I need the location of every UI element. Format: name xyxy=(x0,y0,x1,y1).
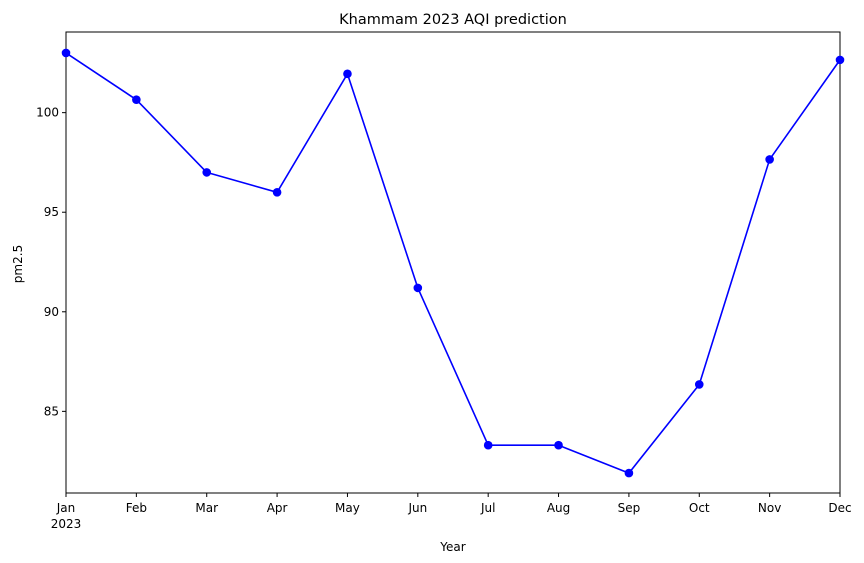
y-axis-ticks: 85 90 95 100 xyxy=(36,106,66,418)
plot-frame xyxy=(65,31,841,494)
data-point xyxy=(132,95,141,105)
x-tick-label: Nov xyxy=(758,501,781,515)
data-point xyxy=(483,440,493,450)
x-tick-label: May xyxy=(335,501,360,515)
data-point xyxy=(554,440,563,450)
series-layer xyxy=(61,48,845,478)
year-label: 2023 xyxy=(51,517,82,531)
x-tick-label: Dec xyxy=(828,501,851,515)
data-point xyxy=(343,69,352,79)
series-line xyxy=(65,52,841,474)
y-tick-label: 95 xyxy=(44,205,59,219)
data-point xyxy=(272,188,282,197)
x-axis-title: Year xyxy=(439,540,465,554)
y-axis-title: pm2.5 xyxy=(11,245,25,283)
x-axis-ticks: Jan Feb Mar Apr May Jun Jul Aug Sep Oct Nov Dec xyxy=(56,493,852,515)
y-tick-label: 90 xyxy=(44,305,59,319)
data-point xyxy=(835,55,845,65)
x-tick-label: Mar xyxy=(195,501,218,515)
x-tick-label: Aug xyxy=(547,501,570,515)
chart-title: Khammam 2023 AQI prediction xyxy=(339,12,567,28)
data-point xyxy=(413,283,423,293)
x-tick-label: Jan xyxy=(56,501,76,515)
data-point xyxy=(765,155,774,164)
y-tick-label: 85 xyxy=(44,404,59,418)
x-tick-label: Jun xyxy=(407,501,427,515)
x-tick-label: Feb xyxy=(126,501,147,515)
x-tick-label: Sep xyxy=(618,501,641,515)
data-point xyxy=(61,48,71,58)
data-point xyxy=(694,380,704,389)
x-tick-label: Jul xyxy=(480,501,495,515)
data-point xyxy=(202,168,212,177)
x-tick-label: Apr xyxy=(267,501,288,515)
y-tick-label: 100 xyxy=(36,106,59,120)
x-tick-label: Oct xyxy=(689,501,710,515)
data-point xyxy=(624,468,634,478)
